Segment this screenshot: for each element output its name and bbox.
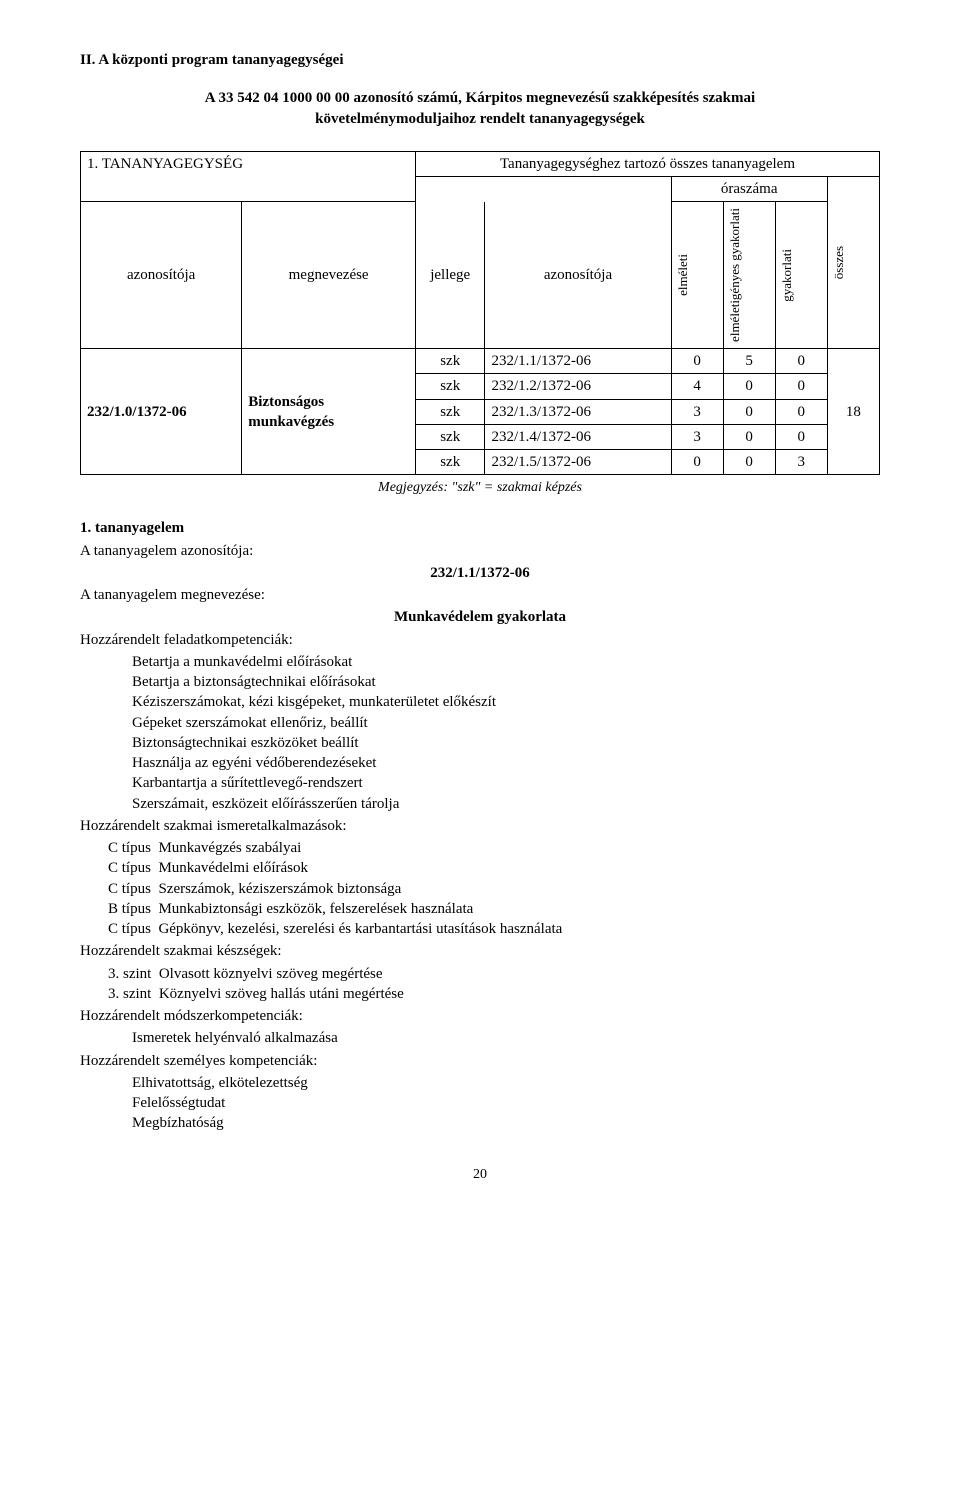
cell-c1: 0 [671,450,723,475]
pk-label: Hozzárendelt személyes kompetenciák: [80,1051,880,1071]
col-elmig: elméletigényes gyakorlati [724,202,746,348]
list-item: Használja az egyéni védőberendezéseket [80,753,880,773]
list-item: Biztonságtechnikai eszközöket beállít [80,733,880,753]
cell-c2: 5 [723,349,775,374]
azon-label: A tananyagelem azonosítója: [80,541,880,561]
megnev-value: Munkavédelem gyakorlata [80,607,880,627]
cell-c2: 0 [723,424,775,449]
cell-jellege: szk [415,399,484,424]
col-gyak: gyakorlati [776,243,798,308]
list-item: 3. szint Köznyelvi szöveg hallás utáni m… [80,984,880,1004]
list-item: Felelősségtudat [80,1093,880,1113]
cell-azon: 232/1.5/1372-06 [485,450,671,475]
header-tananyagegyseg: 1. TANANYAGEGYSÉG [81,151,416,202]
subtitle: A 33 542 04 1000 00 00 azonosító számú, … [80,88,880,129]
list-item: B típus Munkabiztonsági eszközök, felsze… [80,899,880,919]
curriculum-table: 1. TANANYAGEGYSÉG Tananyagegységhez tart… [80,151,880,476]
cell-c1: 4 [671,374,723,399]
list-item: C típus Munkavédelmi előírások [80,858,880,878]
cell-jellege: szk [415,374,484,399]
list-item: Betartja a biztonságtechnikai előírásoka… [80,672,880,692]
cell-c1: 3 [671,424,723,449]
cell-c3: 0 [775,424,827,449]
cell-c2: 0 [723,374,775,399]
header-oraszama: óraszáma [671,177,827,202]
cell-c3: 3 [775,450,827,475]
page-number: 20 [80,1166,880,1185]
mk-label: Hozzárendelt módszerkompetenciák: [80,1006,880,1026]
cell-jellege: szk [415,450,484,475]
cell-c2: 0 [723,450,775,475]
list-item: Ismeretek helyénvaló alkalmazása [80,1028,880,1048]
list-item: C típus Szerszámok, kéziszerszámok bizto… [80,879,880,899]
megnev-label: A tananyagelem megnevezése: [80,585,880,605]
list-item: Megbízhatóság [80,1113,880,1133]
list-item: Betartja a munkavédelmi előírásokat [80,652,880,672]
main-code: 232/1.0/1372-06 [81,349,242,475]
main-name: Biztonságosmunkavégzés [242,349,416,475]
header-right: Tananyagegységhez tartozó összes tananya… [415,151,879,176]
col-jellege: jellege [415,202,484,349]
cell-c1: 3 [671,399,723,424]
list-item: 3. szint Olvasott köznyelvi szöveg megér… [80,964,880,984]
fk-label: Hozzárendelt feladatkompetenciák: [80,630,880,650]
ia-label: Hozzárendelt szakmai ismeretalkalmazások… [80,816,880,836]
section-heading: II. A központi program tananyagegységei [80,50,880,70]
col-osszes: összes [828,240,850,285]
table-note: Megjegyzés: "szk" = szakmai képzés [80,479,880,498]
cell-jellege: szk [415,424,484,449]
list-item: Karbantartja a sűrítettlevegő-rendszert [80,773,880,793]
col-elmeleti: elméleti [672,248,694,302]
table-row: 232/1.0/1372-06 Biztonságosmunkavégzés s… [81,349,880,374]
cell-c3: 0 [775,349,827,374]
list-item: C típus Gépkönyv, kezelési, szerelési és… [80,919,880,939]
sk-label: Hozzárendelt szakmai készségek: [80,941,880,961]
col-megnevezese: megnevezése [242,202,416,349]
list-item: Elhivatottság, elkötelezettség [80,1073,880,1093]
cell-azon: 232/1.3/1372-06 [485,399,671,424]
subtitle-line1: A 33 542 04 1000 00 00 azonosító számú, … [205,90,755,106]
cell-c2: 0 [723,399,775,424]
cell-c3: 0 [775,374,827,399]
cell-c3: 0 [775,399,827,424]
element-lead: 1. tananyagelem [80,518,880,538]
list-item: Szerszámait, eszközeit előírásszerűen tá… [80,794,880,814]
cell-azon: 232/1.4/1372-06 [485,424,671,449]
cell-total: 18 [827,349,879,475]
cell-c1: 0 [671,349,723,374]
col-azonositoja: azonosítója [81,202,242,349]
list-item: C típus Munkavégzés szabályai [80,838,880,858]
subtitle-line2: követelménymoduljaihoz rendelt tananyage… [315,111,645,127]
cell-azon: 232/1.1/1372-06 [485,349,671,374]
col-azonositoja-2: azonosítója [485,202,671,349]
list-item: Gépeket szerszámokat ellenőriz, beállít [80,713,880,733]
cell-jellege: szk [415,349,484,374]
azon-value: 232/1.1/1372-06 [80,563,880,583]
cell-azon: 232/1.2/1372-06 [485,374,671,399]
list-item: Kéziszerszámokat, kézi kisgépeket, munka… [80,692,880,712]
